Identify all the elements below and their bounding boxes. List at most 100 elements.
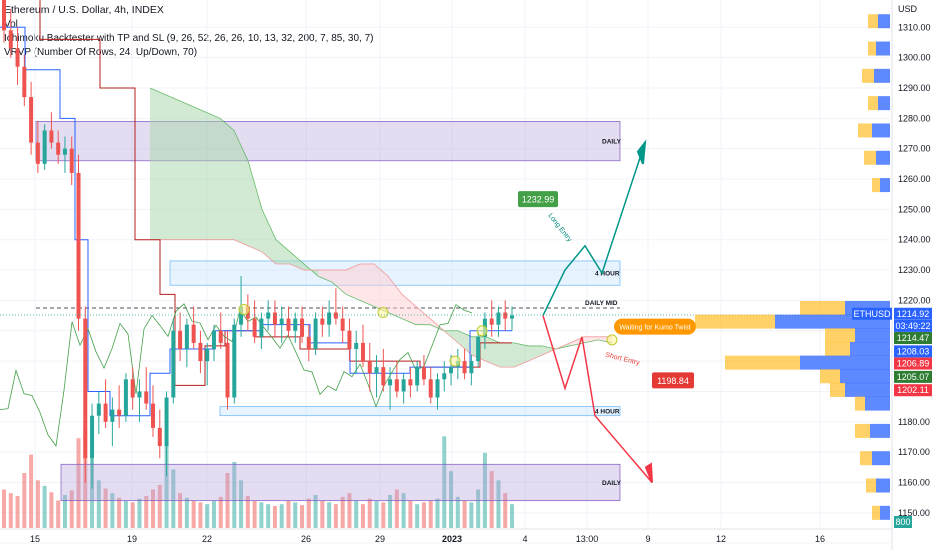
vp-up-bar [830,382,845,397]
candle-body [340,318,345,331]
zone-label: DAILY [602,480,622,487]
candle-body [435,379,440,398]
candle-body [35,142,40,164]
price-tag-box [852,307,892,320]
vp-down-bar [840,369,890,384]
projection-arrows: 1232.99 Long Entry 1198.84 Short Entry Waiti… [518,139,696,483]
volume-bar [69,490,74,528]
vp-up-bar [868,14,878,29]
vp-down-bar [872,451,890,466]
zone-box [35,121,621,162]
candle [496,306,501,337]
candle [56,130,61,164]
time-axis: 15 19 22 26 29 2023 4 13:00 9 12 16 [0,528,893,544]
candle [272,300,277,337]
vp-down-bar [876,478,890,493]
volume-tag-box [894,516,912,528]
volume-bar [117,497,122,528]
candle [333,288,338,325]
candle-body [388,379,393,386]
short-target-value: 1198.84 [657,376,689,386]
vp-down-bar [874,68,890,83]
vp-down-bar [878,96,890,111]
candle-body [293,318,298,331]
candle [462,348,467,380]
price-tick-label: 1250.00 [898,204,931,214]
volume-bar [144,495,149,528]
volume-bar [123,500,128,528]
vp-down-bar [876,41,890,56]
cloud-segment [486,336,500,368]
time-tick-label: 4 [522,534,527,544]
candle [42,124,47,170]
vp-down-bar [880,505,890,520]
candle-body [198,342,203,362]
candle-body [327,312,332,325]
price-tag: 1205.07 [894,370,932,383]
zone-box [60,463,621,502]
volume-bar [137,498,142,528]
candle [327,300,332,337]
candle-body [462,361,467,374]
candle-body [76,172,81,319]
candle [286,306,291,337]
waiting-tag: Waiting for Kumo Twist [614,318,696,335]
candle [205,342,210,386]
volume-bar [90,458,95,528]
candle-body [83,318,88,459]
price-tag-text: 03:49:22 [895,321,930,331]
long-projection-line [542,142,646,316]
cloud-segment [584,336,598,343]
candle [388,367,393,410]
volume-bar [252,500,257,528]
volume-bar [164,445,169,528]
candle [503,300,508,331]
candle [408,367,413,398]
cloud-segment [248,160,262,252]
time-tick-label: 12 [716,534,726,544]
candle-body [367,361,372,374]
volume-bar [42,485,47,528]
candle [130,367,135,410]
price-tag-text: 1214.92 [897,309,930,319]
candle [374,355,379,398]
zone-label: DAILY MID [585,300,618,307]
cloud-segment [542,345,556,356]
volume-bar [442,436,447,528]
ichimoku-indicator-label: Ichimoku Backtester with TP and SL (9, 2… [4,33,374,44]
vp-down-bar [870,423,890,438]
time-tick-label: 13:00 [576,534,599,544]
kumo-twist-marker [377,307,389,319]
candle [360,324,365,368]
volume-bar [239,480,244,528]
vp-up-bar [866,478,876,493]
chart-title: Ethereum / U.S. Dollar, 4h, INDEX [4,4,164,16]
vp-up-bar [855,423,870,438]
candle-body [191,324,196,343]
candle [211,324,216,362]
volume-bar [35,480,40,528]
candle [510,306,514,331]
volume-bar [360,504,365,528]
candle-body [211,330,216,349]
price-tick-label: 1160.00 [898,477,930,487]
candle-body [130,379,135,398]
candle [469,355,474,386]
volume-bar [300,505,305,528]
volume-bar [469,502,474,528]
volume-bar [374,500,379,528]
volume-bar [151,489,156,528]
candle-body [144,391,149,404]
candle [76,154,81,331]
candle [157,409,162,459]
volume-bar [428,500,433,528]
candle-body [381,367,386,386]
short-arrow-head [644,462,653,483]
candle [320,306,325,337]
candle-body [164,397,169,447]
candle [83,306,88,483]
tenkan-sen-line [0,26,512,417]
cloud-segment [220,118,234,240]
candle [300,306,305,343]
